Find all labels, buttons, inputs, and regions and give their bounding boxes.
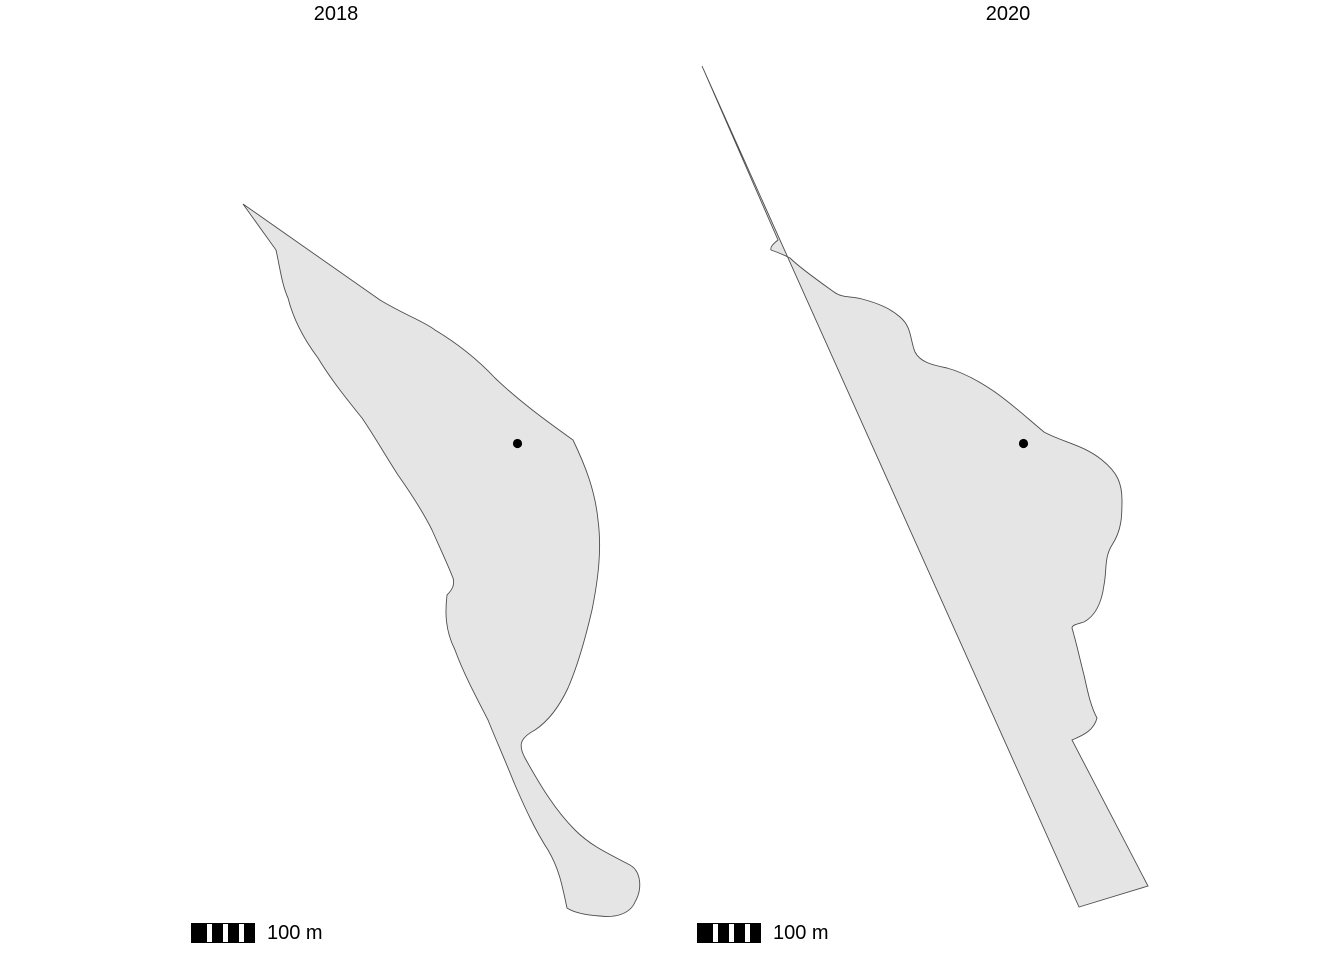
scale-bar: 100 m [697, 922, 829, 944]
scale-bar-label: 100 m [773, 922, 829, 944]
polygon-2018 [242, 203, 641, 917]
centroid-point [1018, 438, 1029, 449]
panel-title: 2020 [985, 3, 1031, 25]
panel-title: 2018 [313, 3, 359, 25]
map-canvas [701, 65, 1149, 908]
polygon-2020 [701, 65, 1149, 908]
map-panel-2020: 2020 100 m [672, 0, 1344, 960]
map-panel-2018: 2018 100 m [191, 3, 641, 944]
scale-bar-graphic [191, 923, 255, 943]
scale-bar-label: 100 m [267, 922, 323, 944]
scale-bar-graphic [697, 923, 761, 943]
scale-bar: 100 m [191, 922, 323, 944]
map-canvas [242, 203, 641, 917]
centroid-point [512, 438, 523, 449]
